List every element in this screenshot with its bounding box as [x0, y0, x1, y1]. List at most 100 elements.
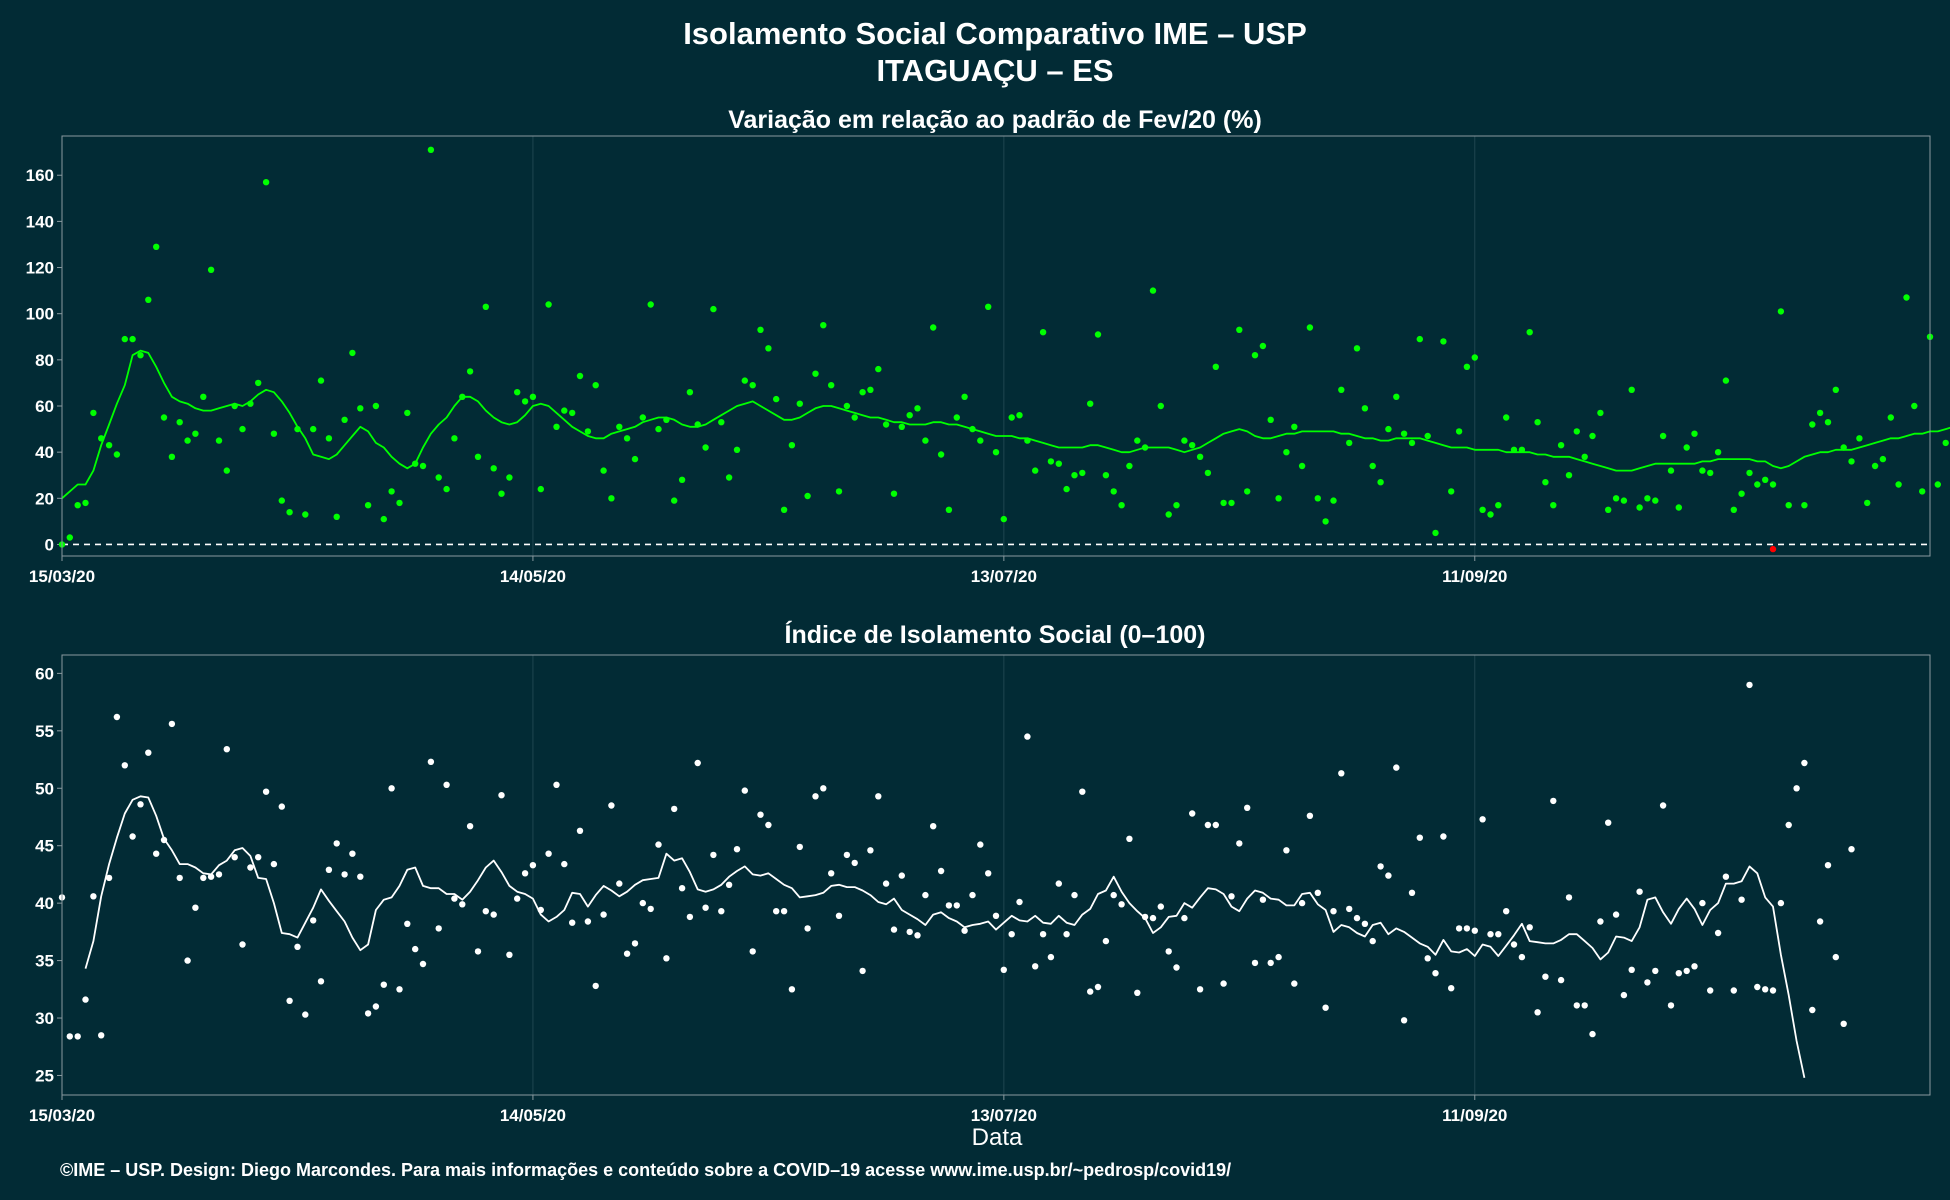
data-point — [231, 854, 238, 861]
data-point — [325, 866, 333, 873]
data-point — [1762, 476, 1769, 483]
data-point — [773, 395, 780, 403]
data-point — [223, 746, 230, 753]
data-point — [1565, 472, 1573, 479]
data-point — [1518, 953, 1526, 961]
data-point — [1306, 324, 1314, 331]
data-point — [1346, 439, 1353, 447]
data-point — [443, 485, 450, 493]
y-tick-label: 140 — [26, 212, 54, 231]
data-point — [890, 490, 898, 497]
data-point — [1675, 504, 1683, 511]
data-point — [1707, 469, 1714, 477]
data-point — [1455, 428, 1463, 435]
data-point — [1699, 467, 1706, 474]
data-point — [961, 927, 968, 934]
y-tick-label: 55 — [35, 722, 54, 741]
data-point — [466, 823, 474, 830]
data-point — [90, 893, 97, 900]
data-point — [1777, 308, 1785, 315]
data-point — [1864, 499, 1871, 507]
data-point — [1636, 888, 1643, 895]
data-point — [812, 370, 819, 377]
data-point — [1911, 402, 1918, 410]
data-point — [466, 368, 474, 375]
data-point — [184, 437, 191, 444]
data-point — [1738, 896, 1745, 903]
data-point — [553, 423, 560, 430]
data-point — [851, 859, 858, 867]
data-point — [710, 851, 717, 859]
data-point — [74, 502, 81, 509]
data-point — [66, 1033, 74, 1040]
data-point — [992, 449, 1000, 456]
data-point — [215, 437, 223, 444]
data-point — [788, 986, 796, 993]
data-point — [1644, 979, 1651, 986]
data-point — [223, 467, 230, 474]
data-point — [1542, 973, 1549, 980]
data-point — [545, 301, 552, 308]
data-point — [733, 446, 741, 453]
data-point — [1102, 937, 1110, 945]
data-point — [1400, 430, 1408, 437]
data-point — [561, 407, 568, 414]
data-point — [1534, 1009, 1541, 1016]
data-point — [686, 389, 694, 396]
data-point — [623, 435, 631, 442]
data-point — [364, 502, 372, 509]
data-point — [1361, 405, 1369, 412]
y-tick-label: 40 — [35, 443, 54, 462]
data-point — [1636, 504, 1643, 511]
data-point — [1471, 927, 1479, 934]
data-point — [1236, 840, 1243, 847]
data-point — [1094, 331, 1102, 338]
data-point — [1746, 681, 1753, 689]
data-point — [1581, 453, 1588, 460]
data-point — [1785, 821, 1792, 829]
data-point — [1557, 976, 1565, 984]
x-tick-label: 14/05/20 — [500, 1106, 566, 1125]
data-point — [121, 335, 128, 343]
data-point — [396, 986, 403, 993]
data-point — [419, 462, 427, 470]
data-point — [1707, 987, 1714, 994]
data-point — [341, 871, 348, 878]
data-point — [388, 785, 395, 792]
data-point — [1134, 437, 1141, 444]
data-point — [1722, 377, 1730, 384]
data-point — [1793, 785, 1800, 792]
data-point — [1887, 414, 1895, 421]
data-point — [168, 453, 176, 460]
data-point — [1479, 816, 1486, 823]
data-point — [270, 430, 278, 437]
data-point — [561, 860, 568, 868]
data-point — [1495, 931, 1502, 938]
data-point — [1244, 804, 1251, 811]
data-point — [1141, 913, 1149, 921]
data-point — [231, 402, 238, 410]
data-point — [1612, 495, 1620, 502]
data-point — [325, 435, 333, 442]
data-point — [1283, 449, 1290, 456]
data-point — [537, 906, 544, 914]
data-point — [922, 891, 929, 899]
data-point — [1165, 948, 1172, 955]
data-point — [663, 955, 670, 962]
data-point — [631, 940, 639, 947]
data-point — [1016, 898, 1023, 906]
data-point — [380, 981, 387, 988]
data-point — [1322, 1004, 1329, 1011]
data-point — [1416, 335, 1424, 343]
data-point — [1149, 287, 1157, 294]
data-point — [1652, 967, 1659, 975]
data-point — [192, 430, 199, 437]
y-tick-label: 25 — [35, 1066, 54, 1085]
data-point — [788, 442, 796, 449]
data-point — [1659, 432, 1667, 440]
data-point — [1730, 506, 1738, 513]
data-point — [310, 425, 317, 433]
data-point — [1589, 1030, 1596, 1038]
data-point — [1487, 511, 1494, 518]
